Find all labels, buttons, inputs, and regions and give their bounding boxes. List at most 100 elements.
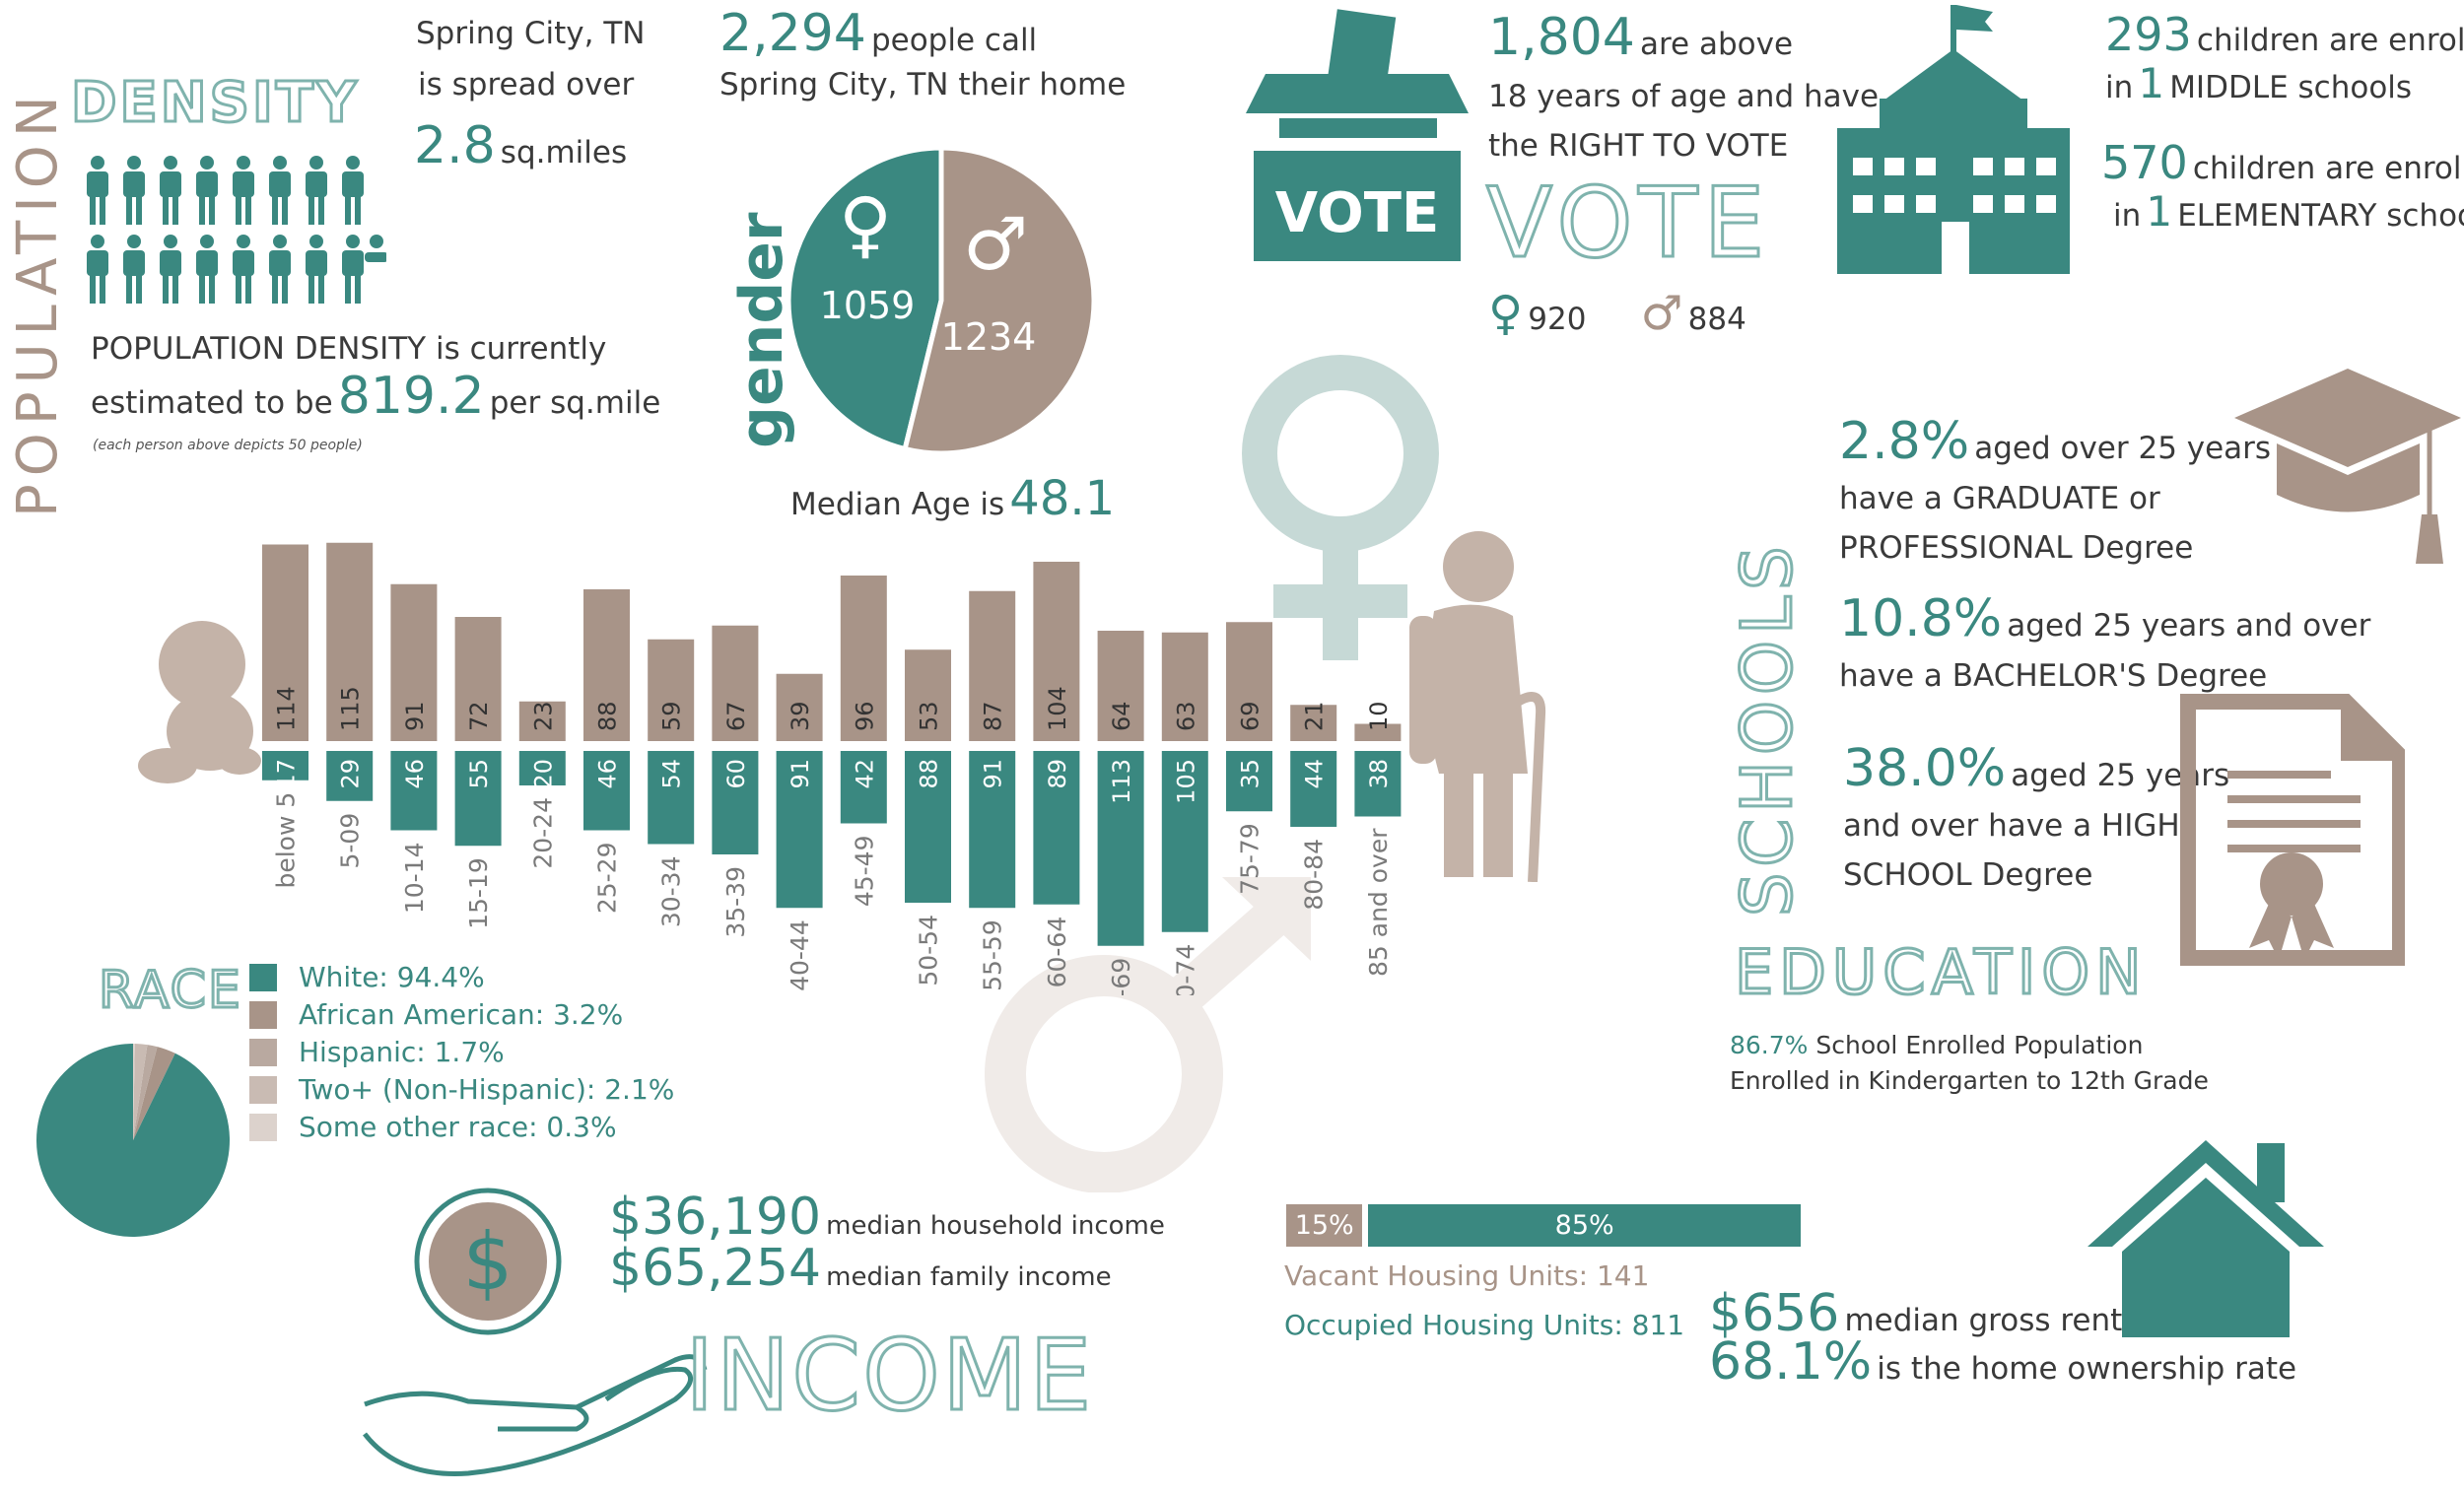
- bar-lower: [1161, 751, 1208, 932]
- bar-lower-label: 38: [1365, 759, 1393, 789]
- race-legend-label: Hispanic: 1.7%: [299, 1036, 505, 1068]
- vote-count: 1,804: [1488, 8, 1635, 67]
- bar-upper: [1033, 562, 1080, 741]
- area-line: 2.8 sq.miles: [414, 116, 627, 175]
- bar-lower-label: 91: [787, 759, 814, 789]
- race-legend-item: Some other race: 0.3%: [249, 1111, 617, 1144]
- vote-female-count: 920: [1528, 302, 1587, 337]
- grad-line3: PROFESSIONAL Degree: [1839, 530, 2194, 566]
- graduation-cap-icon: [2232, 367, 2464, 578]
- bar-upper-label: 10: [1365, 701, 1393, 731]
- race-legend-swatch: [249, 1038, 277, 1066]
- bar-upper-label: 59: [658, 701, 686, 731]
- race-legend-item: Hispanic: 1.7%: [249, 1036, 505, 1069]
- age-chart: 114 17 below 5 115 29 5-09 91 46 10-14 72 55 15-19 2…: [256, 522, 1429, 1029]
- pie-slice-male: [902, 145, 1097, 456]
- ownership-label: is the home ownership rate: [1877, 1351, 2297, 1387]
- race-legend-swatch: [249, 963, 277, 991]
- bar-lower: [1354, 751, 1402, 817]
- bar-lower: [776, 751, 823, 909]
- family-income-value: $65,254: [609, 1239, 822, 1298]
- bar-upper: [1354, 723, 1402, 741]
- bar-lower-label: 46: [401, 759, 429, 789]
- bar-lower-label: 89: [1044, 759, 1071, 789]
- middle-post: MIDDLE schools: [2169, 70, 2413, 105]
- person-icon: [160, 235, 181, 304]
- grad-text1: aged over 25 years: [1974, 431, 2272, 466]
- bar-upper: [262, 544, 308, 741]
- bar-upper-label: 53: [916, 701, 943, 731]
- bar-upper: [518, 701, 566, 741]
- vote-outline-title: VOTE: [1484, 167, 1771, 282]
- person-icon: [269, 235, 291, 304]
- residents-count: 2,294: [719, 4, 866, 63]
- race-pie-slice: [35, 1044, 230, 1237]
- bar-upper-label: 64: [1108, 701, 1135, 731]
- middle-count: 293: [2105, 8, 2192, 61]
- rent-value: $656: [1709, 1284, 1840, 1343]
- elem-pre: in: [2113, 198, 2142, 234]
- race-legend-label: White: 94.4%: [299, 961, 485, 993]
- age-group-label: 5-09: [336, 813, 365, 869]
- pie-slice-female: [786, 145, 944, 452]
- bach-line2: have a BACHELOR'S Degree: [1839, 658, 2268, 694]
- person-icon: [196, 156, 218, 225]
- people-icons: [81, 151, 388, 308]
- grad-line1: 2.8% aged over 25 years: [1839, 412, 2271, 471]
- bar-upper: [840, 576, 887, 741]
- bar-lower-label: 91: [980, 759, 1007, 789]
- age-group-label: 15-19: [464, 857, 493, 929]
- bar-upper: [1290, 705, 1337, 741]
- age-chart-svg: 114 17 below 5 115 29 5-09 91 46 10-14 72 55 15-19 2…: [262, 542, 1402, 1029]
- bar-lower-label: 42: [851, 759, 878, 789]
- vote-male-count: 884: [1687, 302, 1746, 337]
- elem-text1: children are enrolled: [2192, 151, 2464, 186]
- elem-count: 570: [2101, 136, 2188, 189]
- female-count: 1059: [820, 284, 916, 327]
- race-pie-slice: [133, 1045, 158, 1140]
- race-pie-slice: [133, 1044, 148, 1140]
- bar-lower-label: 54: [658, 759, 686, 789]
- hs-line3: SCHOOL Degree: [1843, 857, 2093, 893]
- enrolled-line1: 86.7% School Enrolled Population: [1730, 1031, 2143, 1059]
- enrolled-pct: 86.7%: [1730, 1031, 1809, 1059]
- bar-upper: [326, 542, 374, 741]
- bar-upper: [1161, 632, 1208, 741]
- female-symbol-icon: ♀: [839, 182, 892, 267]
- residents-text: people call: [870, 23, 1038, 58]
- race-legend-label: African American: 3.2%: [299, 998, 624, 1031]
- bar-lower: [390, 751, 438, 831]
- bar-lower: [1226, 751, 1272, 812]
- bar-upper-label: 115: [337, 686, 365, 731]
- gender-pie-svg: ♀ 1059 ♂ 1234: [786, 145, 1097, 456]
- vacant-label: Vacant Housing Units: 141: [1284, 1259, 1650, 1292]
- bar-upper: [712, 625, 759, 741]
- bar-upper-label: 88: [594, 701, 622, 731]
- age-group-label: 55-59: [979, 919, 1007, 991]
- person-icon: [306, 156, 327, 225]
- elem-num: 1: [2146, 187, 2173, 236]
- bar-lower: [905, 751, 951, 903]
- bar-lower-label: 113: [1108, 759, 1135, 804]
- race-legend-swatch: [249, 1000, 277, 1029]
- residents-line2: Spring City, TN their home: [719, 67, 1127, 102]
- bar-lower: [326, 751, 374, 801]
- diploma-icon: [2178, 682, 2408, 972]
- hs-line1: 38.0% aged 25 years: [1843, 739, 2229, 798]
- age-group-label: 65-69: [1107, 958, 1135, 995]
- bar-upper-label: 91: [401, 701, 429, 731]
- bar-upper-label: 104: [1044, 686, 1071, 731]
- bar-upper: [583, 589, 630, 741]
- house-icon: [2088, 1138, 2324, 1344]
- dollar-sign-icon: $: [463, 1216, 513, 1308]
- occupied-bar-segment: 85%: [1368, 1204, 1801, 1247]
- household-income-label: median household income: [826, 1211, 1165, 1241]
- age-group-label: 50-54: [915, 915, 943, 986]
- person-icon: [342, 156, 364, 225]
- bar-upper: [969, 590, 1016, 741]
- bar-upper: [390, 583, 438, 741]
- bar-lower: [454, 751, 502, 847]
- bar-upper-label: 96: [851, 701, 878, 731]
- bar-upper: [776, 673, 823, 741]
- bar-upper-label: 114: [273, 686, 301, 731]
